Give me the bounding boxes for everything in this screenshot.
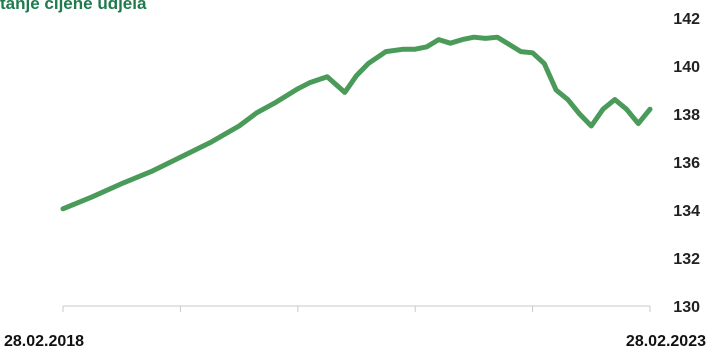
x-axis-ticks <box>62 306 651 312</box>
y-tick-label: 138 <box>673 107 700 124</box>
y-tick-label: 130 <box>673 299 700 316</box>
y-axis-ticks: 130 132 134 136 138 140 142 <box>673 11 700 316</box>
y-tick-label: 140 <box>673 59 700 76</box>
y-tick-label: 136 <box>673 155 700 172</box>
x-tick-label-start: 28.02.2018 <box>4 333 84 350</box>
y-tick-label: 132 <box>673 251 700 268</box>
y-tick-label: 134 <box>673 203 700 220</box>
y-tick-label: 142 <box>673 11 700 28</box>
chart-title: tanje cijene udjela <box>0 0 147 13</box>
x-tick-label-end: 28.02.2023 <box>626 333 706 350</box>
price-line <box>60 34 653 212</box>
